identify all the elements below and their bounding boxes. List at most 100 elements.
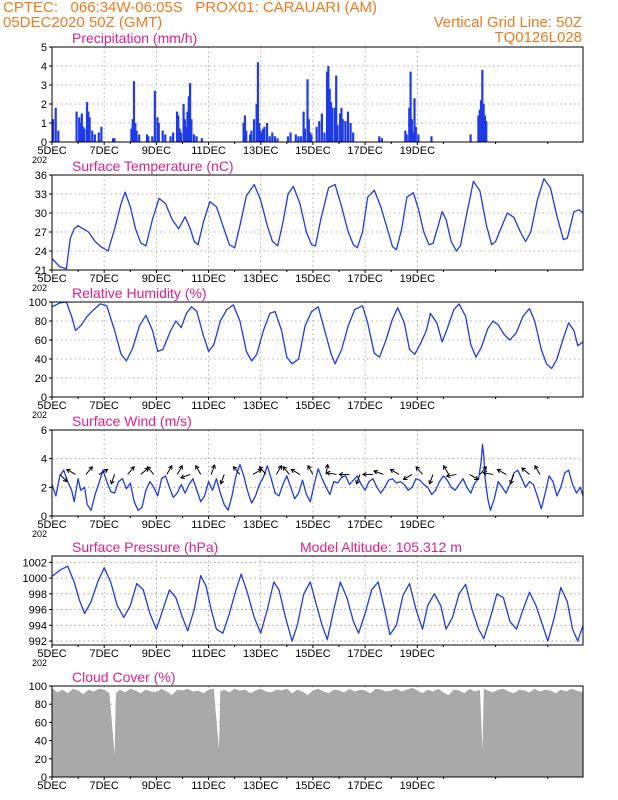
wind-arrow (356, 474, 361, 485)
precip-bar (200, 138, 203, 142)
wind-arrowhead (232, 466, 238, 471)
x-tick-label: 19DEC (400, 145, 436, 157)
precip-bar (331, 107, 334, 142)
x-year-fragment: 202 (32, 410, 47, 420)
precip-bar (349, 123, 352, 142)
wind-arrow (275, 465, 282, 475)
wind-arrowhead (324, 463, 330, 469)
precip-bar (477, 115, 480, 142)
precip-bar (138, 134, 141, 142)
y-tick-label: 992 (29, 636, 47, 648)
precip-bar (256, 62, 260, 143)
x-tick-label: 15DEC (295, 273, 331, 285)
wind-arrowhead (402, 475, 408, 481)
precip-bar (479, 100, 483, 142)
y-tick-label: 5 (41, 42, 47, 54)
x-tick-label: 5DEC (37, 648, 66, 660)
wind-arrow (326, 472, 337, 475)
x-tick-label: 15DEC (295, 145, 331, 157)
x-tick-label: 7DEC (90, 400, 119, 412)
x-tick-label: 19DEC (400, 273, 436, 285)
precip-bar (161, 130, 164, 142)
y-tick-label: 27 (35, 227, 47, 239)
precip-bar (100, 126, 103, 142)
wind-arrow (509, 474, 515, 485)
precip-bar (380, 138, 383, 142)
precip-bar (483, 115, 487, 142)
precip-bar (294, 134, 297, 142)
wind-arrowhead (428, 479, 433, 485)
x-tick-label: 5DEC (37, 400, 66, 412)
wind-arrowhead (258, 466, 264, 471)
wind-arrowhead (373, 469, 379, 475)
wind-arrowhead (130, 466, 135, 471)
precip-bar (91, 130, 94, 142)
precip-bar (414, 126, 417, 142)
precip-bar (190, 119, 193, 142)
x-tick-label: 15DEC (295, 648, 331, 660)
x-year-fragment: 202 (32, 658, 47, 668)
precip-bar (325, 71, 329, 142)
precip-bar (243, 115, 246, 142)
y-tick-label: 1000 (23, 573, 47, 585)
wind-arrow (307, 465, 314, 475)
precip-bar (186, 111, 189, 142)
wind-arrow (521, 467, 530, 475)
y-tick-label: 40 (35, 354, 47, 366)
precip-bar (485, 121, 488, 142)
panel-title: Cloud Cover (%) (72, 669, 175, 685)
panel-title: Surface Pressure (hPa) (72, 539, 218, 555)
x-tick-label: 5DEC (37, 519, 66, 531)
precip-bar (242, 123, 245, 142)
wind-arrowhead (496, 468, 502, 474)
x-tick-label: 13DEC (243, 780, 279, 792)
wind-arrowhead (178, 464, 183, 470)
wind-arrowhead (179, 474, 185, 480)
wind-arrowhead (482, 470, 488, 476)
wind-arrow (259, 466, 267, 475)
precip-bar (80, 113, 83, 142)
plot-frame (51, 429, 584, 517)
x-tick-label: 9DEC (142, 273, 171, 285)
wind-arrowhead (88, 466, 93, 471)
precip-bar (413, 98, 416, 142)
precip-bar (112, 138, 115, 142)
y-tick-label: 40 (35, 736, 47, 748)
precip-bar (265, 123, 269, 142)
precip-bar (153, 90, 156, 142)
precip-bar (255, 104, 258, 142)
x-tick-label: 9DEC (142, 780, 171, 792)
wind-arrowhead (290, 468, 296, 474)
panel-6: 0 20 40 60 80 100 5DEC 7DEC 9DEC 11DEC 13DEC 15DEC 1… (29, 669, 584, 792)
x-tick-label: 9DEC (142, 519, 171, 531)
plot-frame (51, 555, 584, 646)
wind-arrow (85, 466, 93, 475)
precip-bar (469, 134, 472, 142)
plot-frame (51, 46, 584, 143)
wind-arrow (282, 466, 290, 475)
panel-title: Surface Wind (m/s) (72, 413, 192, 429)
precip-bar (250, 130, 253, 142)
precip-bar (309, 132, 312, 142)
wind-arrowhead (62, 477, 68, 483)
x-tick-label: 7DEC (90, 780, 119, 792)
wind-arrowhead (277, 464, 282, 470)
wind-arrowhead (445, 473, 451, 479)
precip-bar (333, 107, 337, 142)
precip-bar (336, 124, 339, 142)
y-tick-label: 0 (41, 772, 47, 784)
wind-arrow (220, 474, 225, 485)
precip-bar (145, 134, 149, 142)
precip-bar (195, 136, 198, 142)
x-tick-label: 13DEC (243, 145, 279, 157)
series-line (51, 178, 584, 270)
model-altitude-label: Model Altitude: 105.312 m (300, 539, 462, 555)
precip-bar (249, 134, 252, 142)
precip-bar (481, 69, 484, 142)
series-line (51, 301, 584, 370)
y-tick-label: 3 (41, 80, 47, 92)
panel-2: 21 24 27 30 33 36 5DEC 7DEC 9DEC 11DEC 13DEC 15DEC 1… (32, 158, 584, 293)
x-tick-label: 17DEC (347, 273, 383, 285)
wind-arrow (415, 466, 423, 475)
precip-bar (328, 88, 331, 142)
